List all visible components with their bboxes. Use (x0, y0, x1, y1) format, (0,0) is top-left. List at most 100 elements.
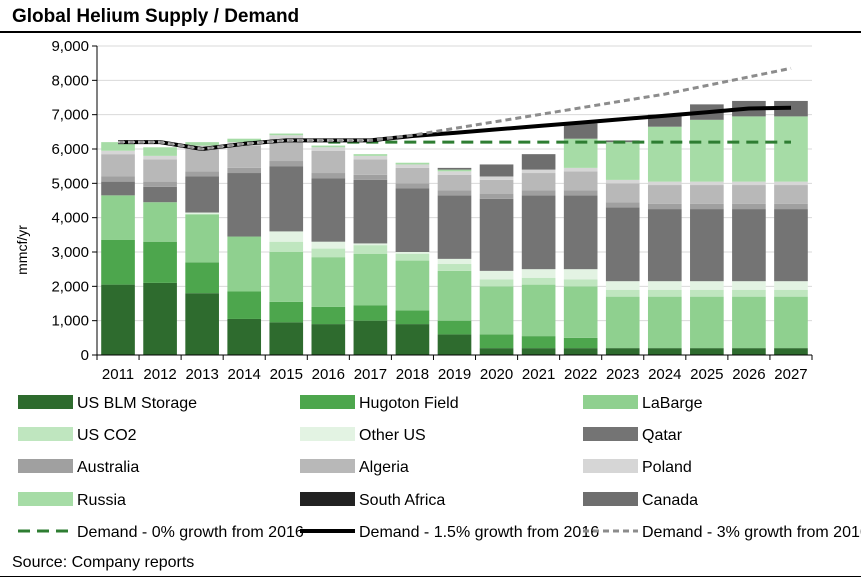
bar-segment (521, 154, 556, 170)
legend-label: Canada (642, 492, 698, 509)
bar-segment (521, 190, 556, 196)
legend-swatch (300, 492, 355, 506)
bar-segment (647, 209, 682, 282)
bar-segment (605, 281, 640, 290)
bar-stack-2024 (647, 114, 682, 355)
bar-segment (774, 203, 808, 210)
bar-segment (353, 174, 388, 180)
bar-segment (563, 286, 598, 338)
x-tick-label: 2020 (480, 366, 513, 383)
x-tick-label: 2014 (228, 366, 261, 383)
bar-segment (395, 260, 430, 311)
legend-label: LaBarge (642, 395, 703, 412)
legend-item: Poland (583, 459, 692, 476)
bar-segment (774, 209, 808, 282)
legend-item: US BLM Storage (18, 395, 197, 412)
bar-stack-2016 (311, 145, 346, 355)
bar-segment (774, 289, 808, 297)
bar-segment (269, 322, 304, 355)
bar-segment (269, 301, 304, 323)
bar-segment (563, 348, 598, 355)
bar-segment (774, 296, 808, 349)
bar-segment (732, 185, 766, 204)
legend-label: US CO2 (77, 427, 137, 444)
bar-segment (563, 123, 598, 139)
bar-segment (227, 167, 262, 174)
bar-segment (690, 281, 724, 290)
bar-segment (774, 116, 808, 182)
bar-segment (521, 348, 556, 355)
bar-segment (774, 185, 808, 204)
footer-divider (0, 576, 861, 577)
bar-segment (269, 231, 304, 242)
bar-segment (521, 269, 556, 278)
bar-stack-2015 (269, 133, 304, 355)
bar-segment (563, 171, 598, 191)
bar-segment (732, 181, 766, 186)
bar-stack-2021 (521, 154, 556, 355)
bar-segment (479, 176, 514, 180)
bar-segment (269, 241, 304, 252)
bar-segment (437, 195, 472, 259)
bar-segment (437, 258, 472, 265)
legend-item: Canada (583, 492, 698, 509)
bar-segment (101, 142, 135, 151)
bar-segment (774, 181, 808, 186)
bar-segment (690, 185, 724, 204)
bar-segment (647, 185, 682, 204)
bar-segment (437, 270, 472, 321)
bar-segment (479, 193, 514, 199)
bar-segment (311, 324, 346, 355)
legend-label: Poland (642, 459, 692, 476)
x-tick-label: 2015 (270, 366, 303, 383)
bar-segment (732, 296, 766, 349)
y-axis-label: mmcf/yr (14, 225, 30, 275)
bar-segment (185, 176, 219, 213)
bar-segment (647, 289, 682, 297)
bar-segment (395, 253, 430, 261)
bar-segment (269, 138, 304, 162)
legend-swatch (583, 459, 638, 473)
legend-label: Australia (77, 459, 139, 476)
legend-swatch (583, 395, 638, 409)
bar-segment (521, 336, 556, 349)
bar-segment (269, 252, 304, 302)
bar-segment (227, 291, 262, 319)
chart-title: Global Helium Supply / Demand (12, 6, 300, 27)
bar-segment (732, 116, 766, 182)
legend-label: Russia (77, 492, 126, 509)
bar-segment (353, 243, 388, 246)
bar-segment (353, 179, 388, 244)
bar-segment (395, 162, 430, 165)
y-tick-label: 8,000 (51, 72, 89, 89)
y-tick-label: 2,000 (51, 278, 89, 295)
y-tick-label: 3,000 (51, 244, 89, 261)
bar-stack-2014 (227, 138, 262, 355)
legend-swatch (300, 395, 355, 409)
bar-segment (732, 281, 766, 290)
bar-segment (479, 179, 514, 194)
bar-segment (269, 135, 304, 139)
y-tick-label: 9,000 (51, 38, 89, 55)
bar-segment (690, 348, 724, 355)
legend-swatch (583, 492, 638, 506)
bar-segment (185, 149, 219, 172)
legend-label: Algeria (359, 459, 409, 476)
y-tick-label: 5,000 (51, 175, 89, 192)
legend-label: Hugoton Field (359, 395, 459, 412)
bar-segment (563, 269, 598, 280)
bar-segment (227, 145, 262, 168)
title-divider (0, 31, 861, 33)
bar-segment (353, 305, 388, 321)
legend-swatch (18, 427, 73, 441)
legend-item: Demand - 1.5% growth from 2016 (300, 524, 599, 541)
bar-segment (311, 257, 346, 307)
legend-label: Demand - 3% growth from 2016 (642, 524, 861, 541)
bar-segment (311, 145, 346, 148)
bar-segment (143, 282, 177, 355)
bar-stack-2012 (143, 147, 177, 355)
bar-segment (353, 253, 388, 306)
bar-segment (101, 181, 135, 196)
y-tick-label: 4,000 (51, 210, 89, 227)
x-tick-label: 2012 (143, 366, 176, 383)
